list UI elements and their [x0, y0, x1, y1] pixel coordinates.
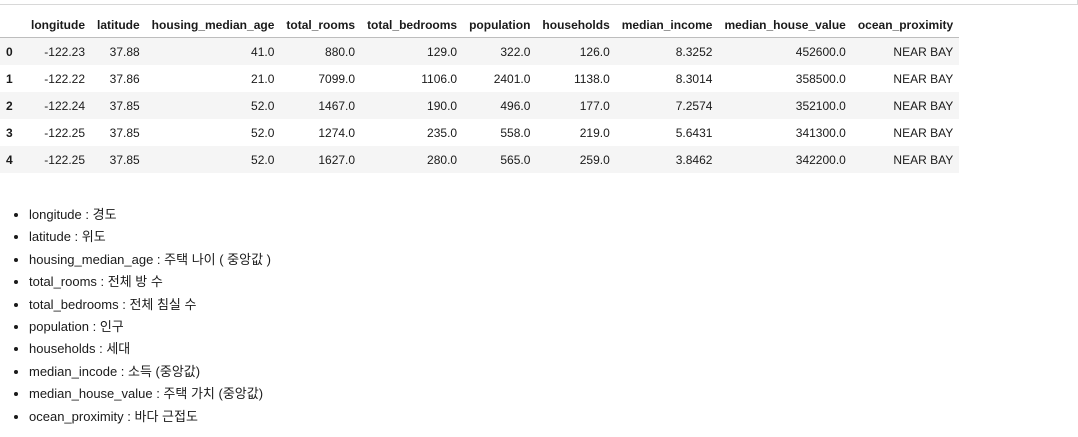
table-cell: 322.0 — [500, 44, 531, 59]
table-cell: 41.0 — [251, 44, 275, 59]
list-item: latitude : 위도 — [29, 226, 271, 248]
table-cell: 342200.0 — [795, 152, 846, 167]
table-row: 1 -122.22 37.86 21.0 7099.0 1106.0 2401.… — [0, 65, 959, 92]
column-header-total-rooms: total_rooms — [280, 12, 362, 38]
table-cell: 126.0 — [579, 44, 610, 59]
table-cell: 219.0 — [579, 125, 610, 140]
table-cell: 259.0 — [579, 152, 610, 167]
table-cell: NEAR BAY — [893, 152, 954, 167]
table-cell: 5.6431 — [675, 125, 713, 140]
table-cell: 7.2574 — [675, 98, 713, 113]
list-item: ocean_proximity : 바다 근접도 — [29, 406, 271, 428]
table-cell: 880.0 — [325, 44, 356, 59]
column-description-list: longitude : 경도 latitude : 위도 housing_med… — [0, 204, 271, 428]
table-cell: NEAR BAY — [893, 125, 954, 140]
row-index: 0 — [6, 44, 13, 59]
table-cell: 177.0 — [579, 98, 610, 113]
row-index: 1 — [6, 71, 13, 86]
cell-top-divider — [0, 4, 1078, 5]
row-index: 2 — [6, 98, 13, 113]
table-cell: 7099.0 — [318, 71, 356, 86]
list-item: total_rooms : 전체 방 수 — [29, 271, 271, 293]
table-row: 3 -122.25 37.85 52.0 1274.0 235.0 558.0 … — [0, 119, 959, 146]
table-cell: 2401.0 — [493, 71, 531, 86]
table-cell: 235.0 — [427, 125, 458, 140]
table-cell: 452600.0 — [795, 44, 846, 59]
table-cell: 52.0 — [251, 125, 275, 140]
list-item: median_house_value : 주택 가치 (중앙값) — [29, 383, 271, 405]
table-cell: NEAR BAY — [893, 98, 954, 113]
column-header-median-income: median_income — [615, 12, 719, 38]
column-header-households: households — [536, 12, 616, 38]
list-item: median_incode : 소득 (중앙값) — [29, 361, 271, 383]
table-cell: 21.0 — [251, 71, 275, 86]
table-cell: -122.22 — [44, 71, 85, 86]
list-item: longitude : 경도 — [29, 204, 271, 226]
list-item: households : 세대 — [29, 338, 271, 360]
table-cell: 496.0 — [500, 98, 531, 113]
list-item: housing_median_age : 주택 나이 ( 중앙값 ) — [29, 249, 271, 271]
row-index: 4 — [6, 152, 13, 167]
table-cell: NEAR BAY — [893, 44, 954, 59]
dataframe-table: longitude latitude housing_median_age to… — [0, 12, 960, 173]
column-header-ocean-proximity: ocean_proximity — [851, 12, 960, 38]
column-header-median-house-value: median_house_value — [718, 12, 852, 38]
table-cell: 52.0 — [251, 98, 275, 113]
table-cell: 1627.0 — [318, 152, 356, 167]
list-item: population : 인구 — [29, 316, 271, 338]
table-cell: 3.8462 — [675, 152, 713, 167]
table-cell: -122.25 — [44, 125, 85, 140]
table-cell: -122.25 — [44, 152, 85, 167]
table-cell: 558.0 — [500, 125, 531, 140]
table-cell: 352100.0 — [795, 98, 846, 113]
table-cell: 129.0 — [427, 44, 458, 59]
column-header-total-bedrooms: total_bedrooms — [361, 12, 464, 38]
table-cell: 358500.0 — [795, 71, 846, 86]
list-item: total_bedrooms : 전체 침실 수 — [29, 294, 271, 316]
table-row: 0 -122.23 37.88 41.0 880.0 129.0 322.0 1… — [0, 37, 960, 65]
table-row: 2 -122.24 37.85 52.0 1467.0 190.0 496.0 … — [0, 92, 960, 119]
column-header-population: population — [463, 12, 537, 38]
table-cell: 341300.0 — [795, 125, 846, 140]
table-cell: 8.3252 — [675, 44, 713, 59]
table-cell: 37.88 — [109, 44, 140, 59]
column-header-longitude: longitude — [25, 12, 91, 38]
row-index: 3 — [6, 125, 13, 140]
table-cell: 1106.0 — [421, 71, 458, 86]
column-header-housing-median-age: housing_median_age — [145, 12, 281, 38]
table-cell: -122.23 — [44, 44, 85, 59]
table-row: 4 -122.25 37.85 52.0 1627.0 280.0 565.0 … — [0, 146, 960, 173]
table-cell: 37.85 — [109, 98, 140, 113]
table-header-row: longitude latitude housing_median_age to… — [0, 12, 960, 38]
table-cell: 1467.0 — [318, 98, 356, 113]
column-header-latitude: latitude — [91, 12, 146, 38]
table-cell: 280.0 — [427, 152, 458, 167]
table-cell: NEAR BAY — [893, 71, 954, 86]
table-cell: 565.0 — [500, 152, 531, 167]
table-cell: 1274.0 — [318, 125, 356, 140]
table-cell: 8.3014 — [675, 71, 713, 86]
table-cell: 52.0 — [251, 152, 275, 167]
table-cell: 37.85 — [109, 152, 140, 167]
table-cell: 37.85 — [109, 125, 140, 140]
table-cell: -122.24 — [44, 98, 85, 113]
table-cell: 190.0 — [427, 98, 458, 113]
table-cell: 37.86 — [109, 71, 140, 86]
table-cell: 1138.0 — [573, 71, 610, 86]
column-header-index — [0, 12, 25, 38]
